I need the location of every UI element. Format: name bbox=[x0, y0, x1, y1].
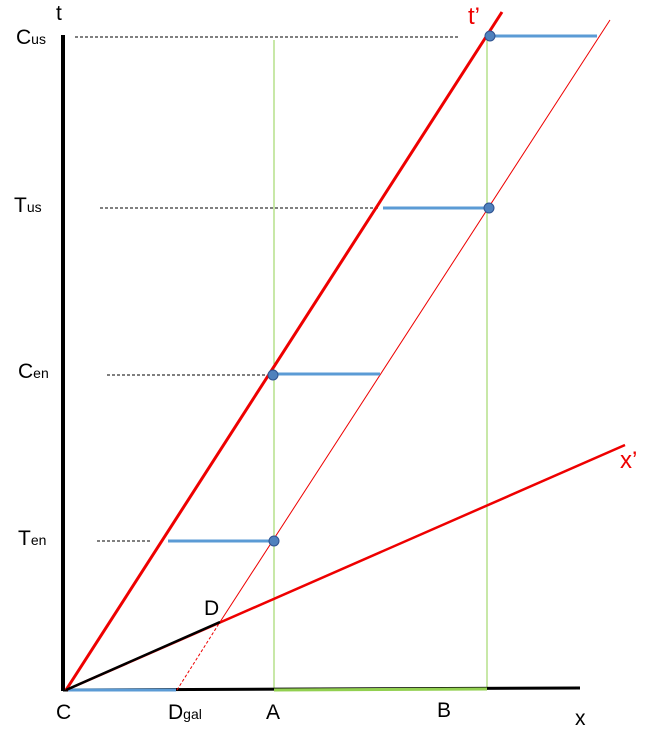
event-label: Cen bbox=[18, 360, 49, 383]
light-segments bbox=[168, 34, 597, 543]
x-label: x bbox=[575, 707, 586, 730]
origin-label: C bbox=[56, 701, 71, 724]
point-label: Dgal bbox=[168, 701, 202, 724]
event-label: Tus bbox=[14, 194, 42, 217]
dashed-projection bbox=[176, 621, 221, 691]
point-label: D bbox=[204, 597, 219, 620]
t-prime-label: t’ bbox=[468, 3, 480, 30]
t-prime-axis bbox=[64, 11, 504, 691]
time-guides bbox=[75, 36, 460, 542]
point-label: A bbox=[266, 701, 280, 724]
event-label: Ten bbox=[18, 527, 46, 550]
worldline-d bbox=[219, 19, 611, 623]
segment-ab bbox=[273, 687, 488, 692]
x-prime-label: x’ bbox=[620, 447, 637, 474]
segment-cd bbox=[65, 620, 221, 692]
event-dots bbox=[267, 30, 496, 547]
t-label: t bbox=[56, 2, 62, 25]
event-label: Cus bbox=[16, 26, 46, 49]
point-label: B bbox=[437, 699, 451, 722]
